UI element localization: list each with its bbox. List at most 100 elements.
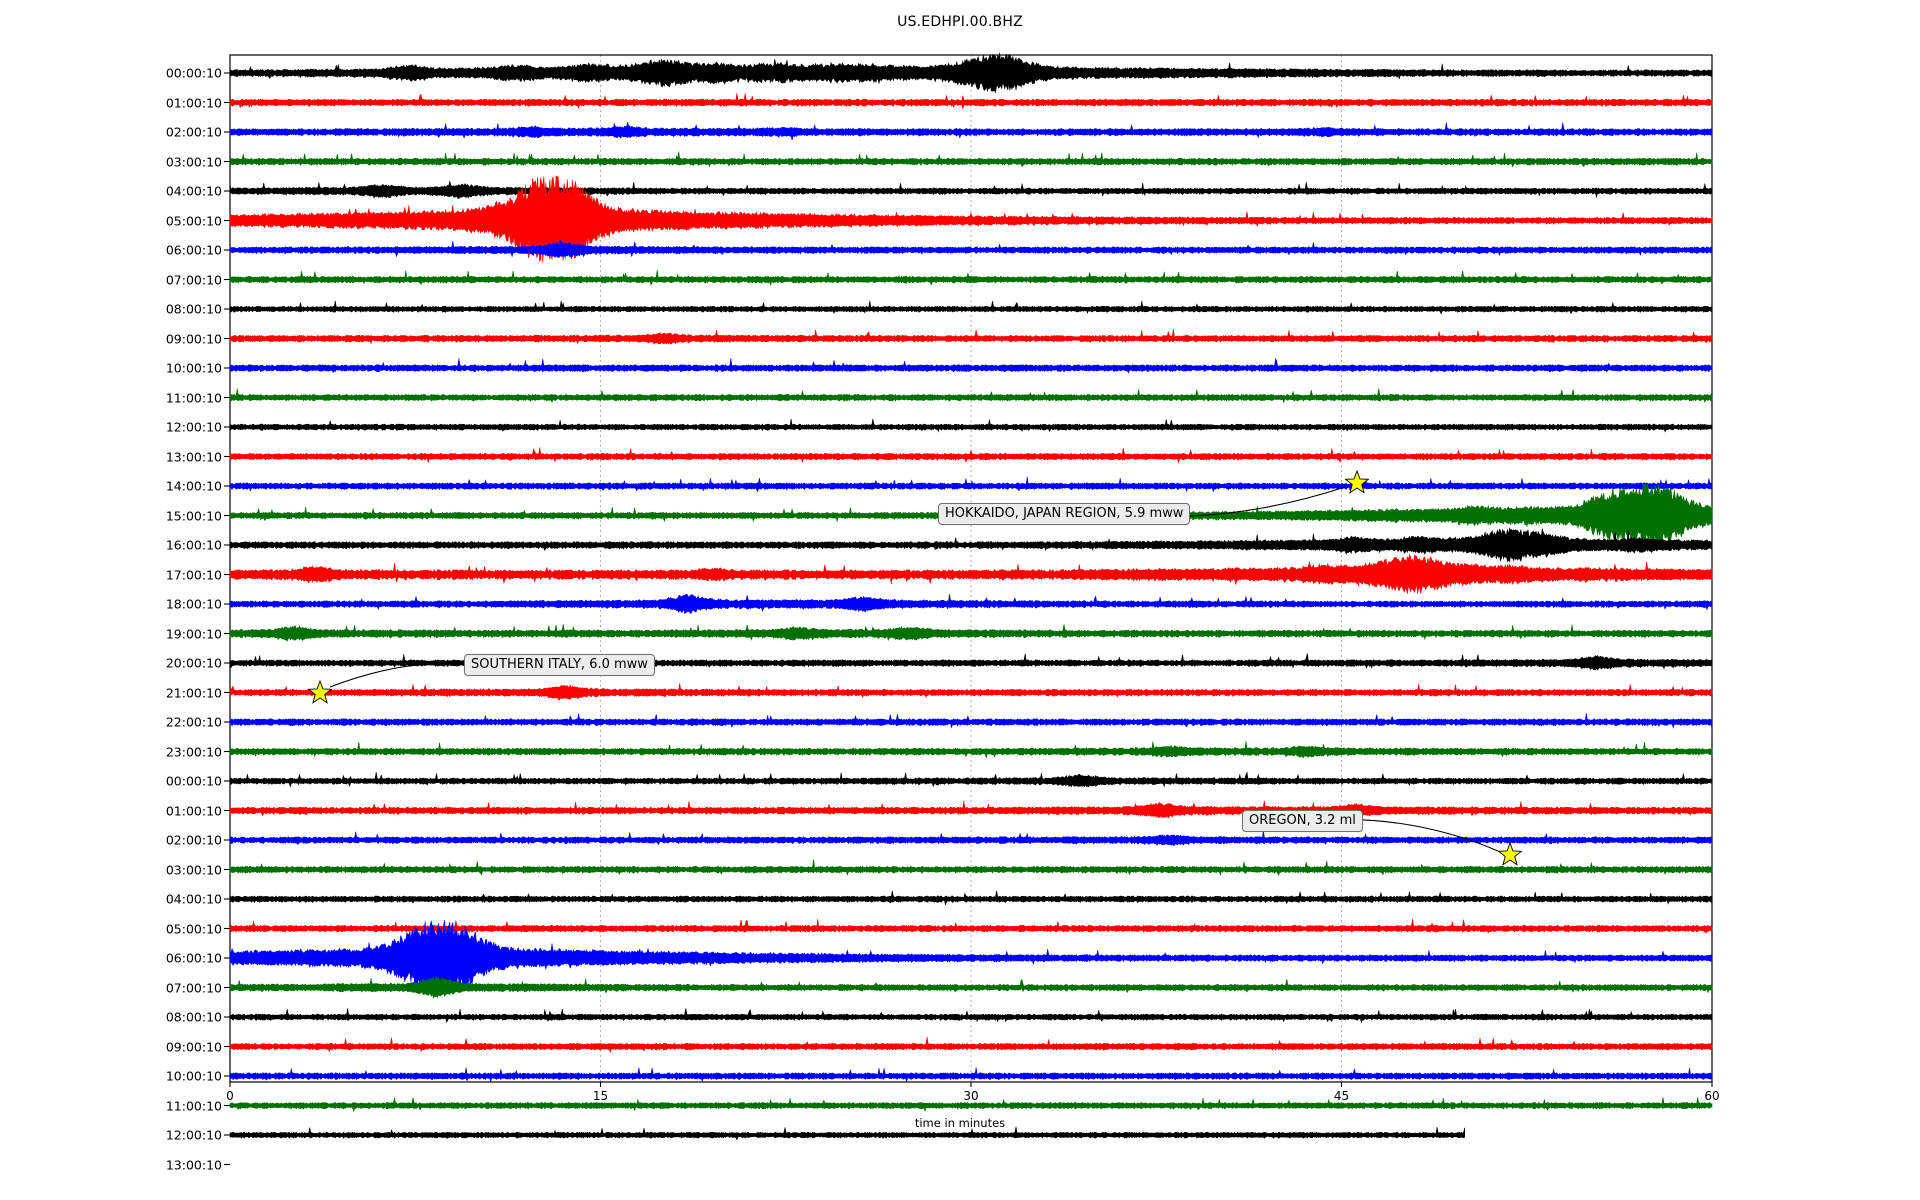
y-axis-tick-label: 18:00:10: [165, 596, 222, 612]
seismic-trace: [229, 593, 1713, 615]
event-spike: [542, 242, 580, 257]
trace-envelope: [229, 741, 1713, 759]
y-axis-tick-label: 08:00:10: [165, 1009, 222, 1025]
y-axis-tick-label: 11:00:10: [165, 390, 222, 405]
seismic-trace: [229, 122, 1713, 141]
trace-envelope: [229, 527, 1713, 563]
trace-envelope: [229, 771, 1713, 788]
trace-envelope: [229, 357, 1713, 374]
seismic-trace: [229, 771, 1713, 788]
event-spike: [1390, 563, 1456, 585]
seismic-trace: [229, 713, 1713, 729]
trace-envelope: [229, 52, 1713, 94]
y-axis-tick-label: 12:00:10: [165, 419, 222, 435]
seismic-trace: [229, 447, 1713, 464]
y-axis-tick-label: 05:00:10: [165, 921, 222, 936]
event-spike: [1621, 539, 1655, 551]
event-spike: [891, 626, 928, 640]
y-axis-tick-label: 09:00:10: [165, 1039, 222, 1054]
event-spike: [445, 184, 481, 198]
y-axis-tick-label: 23:00:10: [165, 744, 222, 759]
y-axis-tick-label: 16:00:10: [165, 537, 222, 553]
event-spike: [557, 212, 594, 228]
event-spike: [514, 126, 549, 138]
event-spike: [1143, 802, 1180, 818]
seismic-trace: [229, 1036, 1713, 1054]
event-spike: [1287, 746, 1322, 756]
y-axis-tick-label: 08:00:10: [165, 301, 222, 317]
event-annotation-southern-italy[interactable]: SOUTHERN ITALY, 6.0 mww: [464, 654, 655, 676]
seismic-trace: [229, 151, 1713, 168]
y-axis-tick-label: 05:00:10: [165, 213, 222, 228]
event-spike: [766, 127, 801, 137]
y-axis-tick-label: 03:00:10: [165, 154, 222, 169]
y-axis-tick-label: 07:00:10: [165, 272, 222, 287]
trace-envelope: [229, 1126, 1465, 1141]
y-axis-tick-label: 06:00:10: [165, 242, 222, 258]
y-axis-tick-label: 07:00:10: [165, 980, 222, 995]
event-spike: [495, 67, 531, 79]
seismic-trace: [229, 1067, 1713, 1084]
trace-envelope: [229, 447, 1713, 464]
trace-envelope: [229, 388, 1713, 404]
annotation-leader-line: [1189, 486, 1346, 517]
y-axis-tick-label: 01:00:10: [165, 803, 222, 818]
seismic-trace: [229, 1126, 1465, 1141]
seismic-trace: [229, 1008, 1713, 1024]
trace-envelope: [229, 300, 1713, 315]
seismic-trace: [229, 476, 1713, 493]
seismic-trace: [229, 830, 1713, 846]
event-spike: [446, 951, 482, 965]
y-axis-tick-label: 02:00:10: [165, 124, 222, 140]
x-axis-tick-label: 60: [1704, 1089, 1720, 1103]
y-axis-tick-label: 04:00:10: [165, 891, 222, 907]
trace-envelope: [229, 593, 1713, 615]
trace-envelope: [229, 1008, 1713, 1024]
y-axis-tick-label: 00:00:10: [165, 773, 222, 789]
event-spike: [756, 67, 792, 78]
event-spike: [1654, 505, 1691, 525]
y-axis-tick-label: 21:00:10: [165, 685, 222, 700]
seismic-trace: [229, 52, 1713, 94]
y-axis-tick-label: 06:00:10: [165, 950, 222, 966]
event-annotation-hokkaido[interactable]: HOKKAIDO, JAPAN REGION, 5.9 mww: [938, 503, 1191, 525]
event-star-icon: [1344, 469, 1370, 494]
event-spike: [1307, 127, 1341, 137]
seismic-trace: [229, 418, 1713, 433]
page-title: US.EDHPI.00.BHZ: [897, 14, 1023, 30]
y-axis-tick-label: 01:00:10: [165, 95, 222, 110]
y-axis-tick-label: 10:00:10: [165, 360, 222, 376]
event-annotation-oregon[interactable]: OREGON, 3.2 ml: [1242, 810, 1363, 832]
seismic-trace: [229, 920, 1713, 996]
x-axis-tick-label: 15: [592, 1089, 609, 1103]
trace-envelope: [229, 270, 1713, 287]
y-axis-tick-label: 09:00:10: [165, 331, 222, 346]
y-axis-tick-label: 04:00:10: [165, 183, 222, 199]
y-axis-tick-label: 22:00:10: [165, 714, 222, 730]
y-axis-tick-label: 15:00:10: [165, 508, 222, 523]
event-spike: [697, 569, 733, 580]
event-spike: [672, 594, 708, 613]
seismic-trace: [229, 653, 1713, 671]
event-spike: [815, 67, 850, 78]
trace-group: [229, 52, 1713, 1141]
trace-envelope: [229, 418, 1713, 433]
trace-envelope: [229, 151, 1713, 168]
trace-envelope: [229, 180, 1713, 199]
trace-envelope: [229, 623, 1713, 642]
event-spike: [1337, 538, 1371, 551]
trace-envelope: [229, 553, 1713, 594]
seismic-trace: [229, 1097, 1713, 1113]
seismic-trace: [229, 919, 1713, 934]
trace-envelope: [229, 1067, 1713, 1084]
event-spike: [404, 950, 441, 966]
event-spike: [1580, 656, 1617, 670]
annotation-leader-line: [329, 662, 463, 688]
seismic-trace: [229, 623, 1713, 642]
trace-envelope: [229, 683, 1713, 701]
y-axis-tick-label: 03:00:10: [165, 862, 222, 877]
event-spike: [1591, 498, 1672, 531]
event-spike: [696, 66, 733, 79]
